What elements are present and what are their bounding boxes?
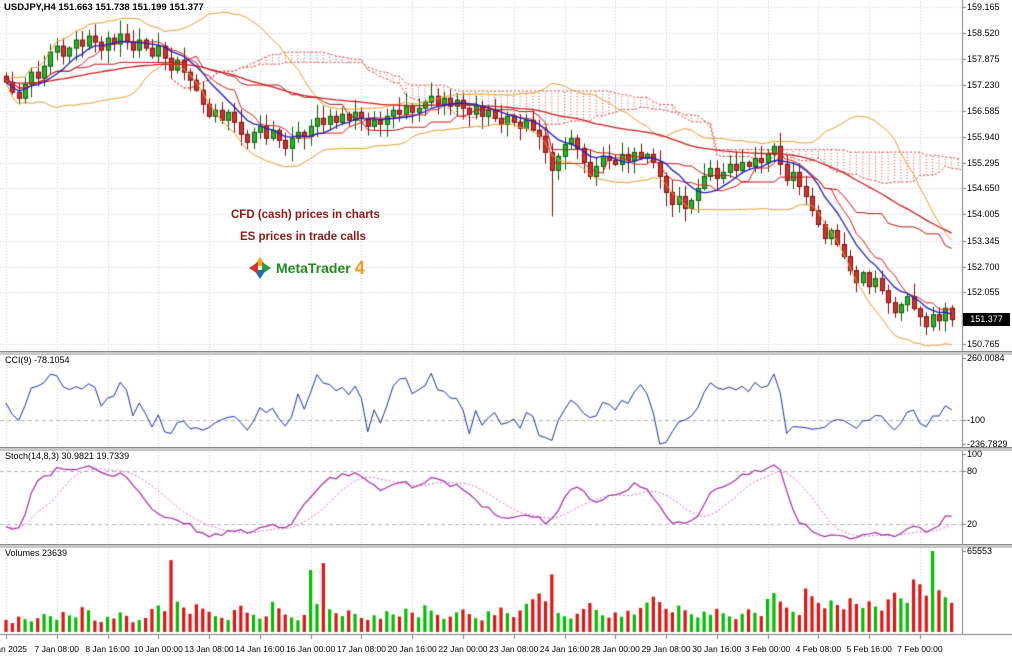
metatrader-logo: MetaTrader 4: [248, 256, 365, 280]
panel-separator-stoch[interactable]: [0, 447, 1012, 451]
stoch-indicator-label: Stoch(14,8,3) 30.9821 19.7339: [5, 451, 130, 461]
volumes-indicator-label: Volumes 23639: [5, 548, 68, 558]
panel-separator-volumes[interactable]: [0, 544, 1012, 548]
cci-indicator-label: CCI(9) -78.1054: [5, 355, 70, 365]
annotation-line2: ES prices in trade calls: [240, 231, 366, 243]
chart-symbol-header: USDJPY,H4 151.663 151.738 151.199 151.37…: [4, 2, 204, 13]
panel-separator-cci[interactable]: [0, 351, 1012, 355]
metatrader-logo-text: MetaTrader: [276, 260, 351, 276]
current-price-badge: 151.377: [963, 313, 1010, 327]
annotation-line1: CFD (cash) prices in charts: [231, 209, 380, 221]
metatrader-logo-icon: [249, 257, 271, 279]
metatrader-logo-number: 4: [354, 257, 365, 278]
